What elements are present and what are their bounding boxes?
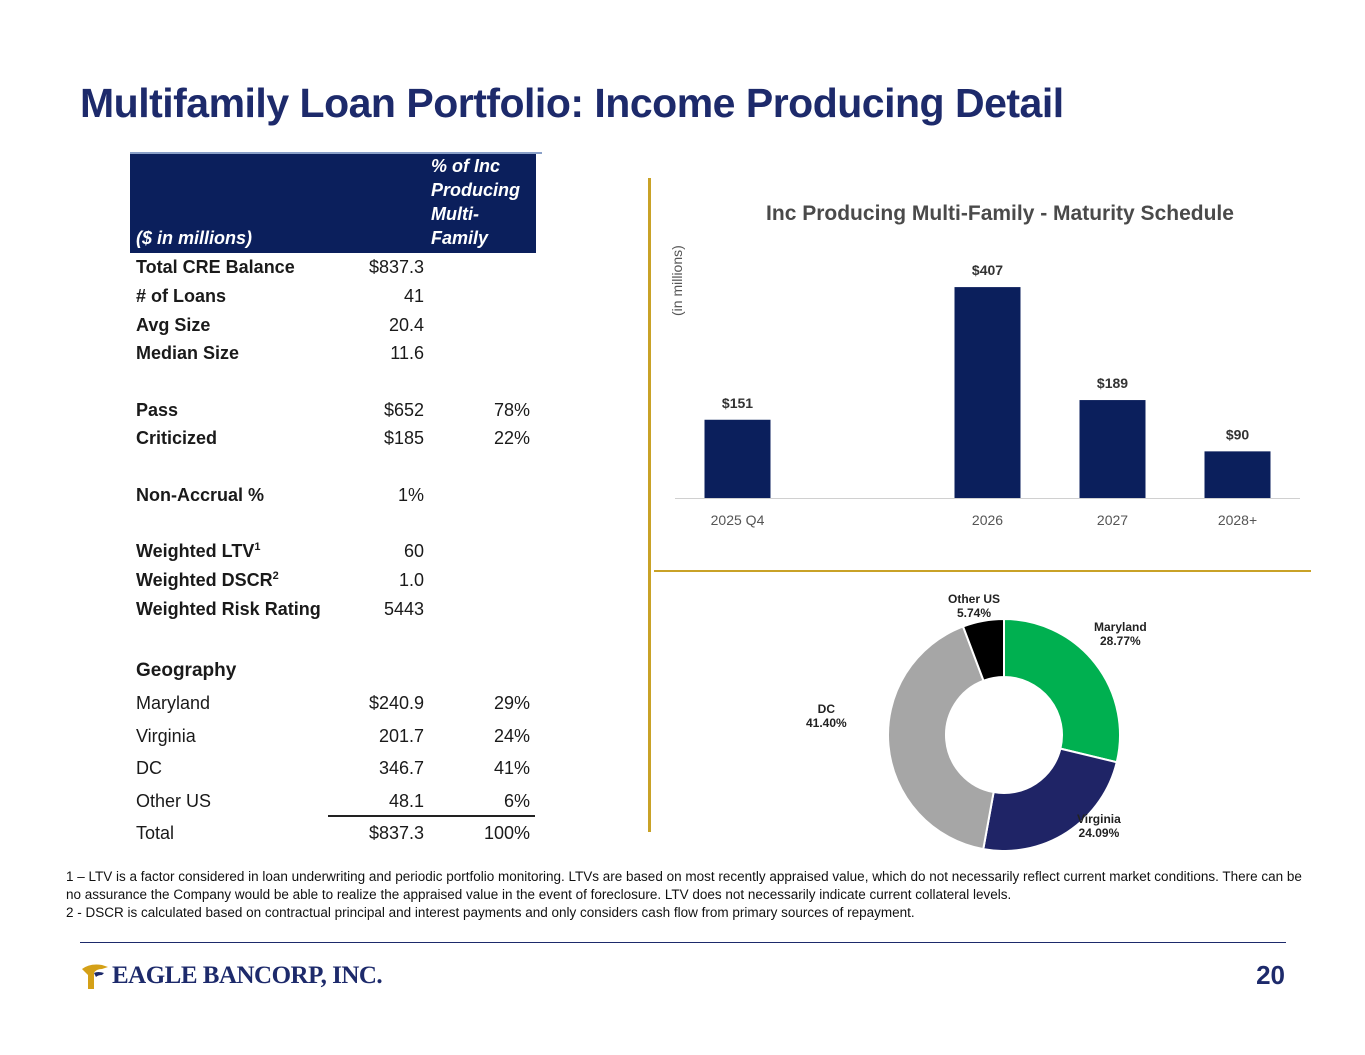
table-row: Median Size 11.6 xyxy=(136,343,424,363)
page-title: Multifamily Loan Portfolio: Income Produ… xyxy=(80,80,1064,126)
donut-slice xyxy=(982,747,1118,850)
donut-label-virginia: Virginia 24.09% xyxy=(1077,812,1121,840)
bar-data-label: $189 xyxy=(1097,375,1128,391)
donut-label-dc: DC 41.40% xyxy=(806,702,847,730)
maturity-bar-chart: $151 2025 Q4 $407 2026 $189 2027 $90 2028+ xyxy=(675,262,1300,528)
table-row: Weighted LTV1 60 xyxy=(136,541,424,561)
x-tick-label: 2027 xyxy=(1097,512,1128,528)
donut-label-other-us: Other US 5.74% xyxy=(948,592,1001,620)
table-header-border xyxy=(130,152,542,154)
page-number: 20 xyxy=(1256,960,1285,990)
table-header-units: ($ in millions) xyxy=(136,228,253,248)
table-row: Criticized $185 22% xyxy=(136,428,530,448)
donut-label-maryland: Maryland 28.77% xyxy=(1094,620,1147,648)
donut-slice xyxy=(1003,617,1121,764)
table-row: Maryland $240.9 29% xyxy=(136,693,530,713)
bar-data-label: $407 xyxy=(972,262,1003,278)
table-row: DC 346.7 41% xyxy=(136,758,530,778)
footnotes: 1 – LTV is a factor considered in loan u… xyxy=(66,868,1306,922)
donut-slice xyxy=(887,625,995,850)
eagle-icon xyxy=(82,964,108,989)
table-row: Total CRE Balance $837.3 xyxy=(136,257,424,277)
footnote-1: 1 – LTV is a factor considered in loan u… xyxy=(66,869,1302,902)
horizontal-divider xyxy=(654,570,1311,572)
donut-slice xyxy=(961,617,1005,683)
table-row: Non-Accrual % 1% xyxy=(136,485,424,505)
bar xyxy=(704,419,771,498)
bar xyxy=(954,287,1021,498)
table-row: Avg Size 20.4 xyxy=(136,315,424,335)
bar xyxy=(1204,451,1271,498)
table-row: Other US 48.1 6% xyxy=(136,791,530,811)
geography-title: Geography xyxy=(136,660,237,681)
chart-title: Inc Producing Multi-Family - Maturity Sc… xyxy=(766,202,1234,225)
total-divider xyxy=(328,815,535,817)
x-tick-label: 2025 Q4 xyxy=(711,512,765,528)
table-header: ($ in millions) % of Inc Producing Multi… xyxy=(130,152,536,253)
table-row: Virginia 201.7 24% xyxy=(136,726,530,746)
bar xyxy=(1079,400,1146,498)
footnote-2: 2 - DSCR is calculated based on contract… xyxy=(66,905,915,920)
table-row: Pass $652 78% xyxy=(136,400,530,420)
company-logo: EAGLE BANCORP, INC. xyxy=(80,960,383,992)
x-tick-label: 2026 xyxy=(972,512,1003,528)
vertical-divider xyxy=(648,178,651,832)
x-tick-label: 2028+ xyxy=(1218,512,1257,528)
geography-donut-chart xyxy=(887,617,1121,850)
logo-text: EAGLE BANCORP, INC. xyxy=(112,962,383,989)
table-row-total: Total $837.3 100% xyxy=(136,823,530,843)
bar-data-label: $151 xyxy=(722,395,753,411)
table-header-pct: % of Inc Producing Multi- Family xyxy=(431,156,520,248)
footer-divider xyxy=(80,942,1286,943)
table-row: # of Loans 41 xyxy=(136,286,424,306)
table-row: Weighted Risk Rating 5443 xyxy=(136,599,424,619)
table-row: Weighted DSCR2 1.0 xyxy=(136,570,424,590)
bar-data-label: $90 xyxy=(1226,426,1250,442)
